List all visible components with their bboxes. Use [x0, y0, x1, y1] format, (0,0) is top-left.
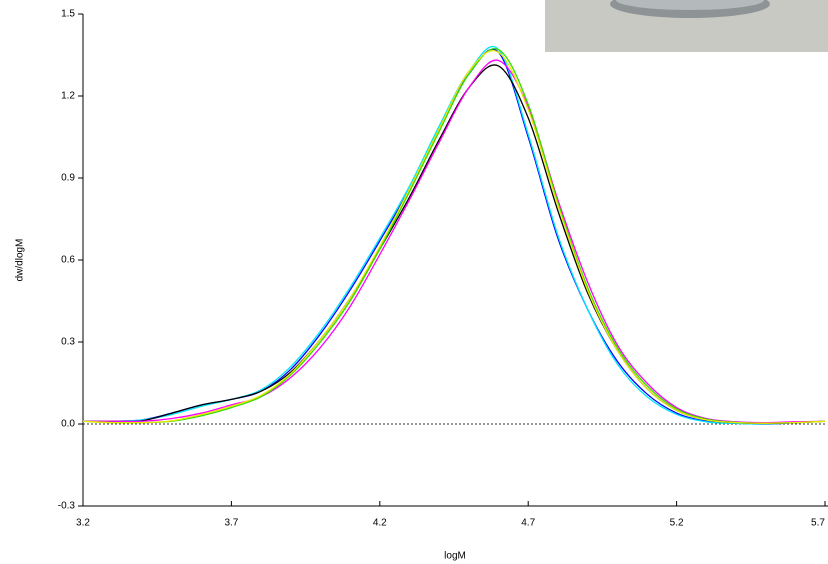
- series-line: [82, 46, 826, 425]
- x-tick-label: 4.2: [373, 518, 387, 529]
- x-tick-label: 3.2: [76, 518, 90, 529]
- y-tick-label: -0.3: [58, 501, 76, 512]
- y-tick-label: 0.0: [61, 419, 75, 430]
- y-tick-label: 1.2: [61, 91, 75, 102]
- x-axis-title: logM: [444, 551, 466, 562]
- y-tick-label: 0.9: [61, 173, 75, 184]
- series-line: [82, 64, 826, 425]
- series-line: [82, 50, 826, 424]
- y-tick-label: 1.5: [61, 9, 75, 20]
- y-tick-label: 0.6: [61, 255, 75, 266]
- y-axis-title: dw/dlogM: [15, 239, 26, 282]
- y-tick-label: 0.3: [61, 337, 75, 348]
- series-line: [82, 48, 826, 425]
- x-tick-label: 3.7: [224, 518, 238, 529]
- x-tick-label: 5.7: [811, 518, 825, 529]
- x-tick-label: 4.7: [521, 518, 535, 529]
- photo-dish-rim: [616, 0, 764, 10]
- x-tick-label: 5.2: [670, 518, 684, 529]
- series-line: [82, 47, 826, 424]
- series-line: [83, 59, 826, 424]
